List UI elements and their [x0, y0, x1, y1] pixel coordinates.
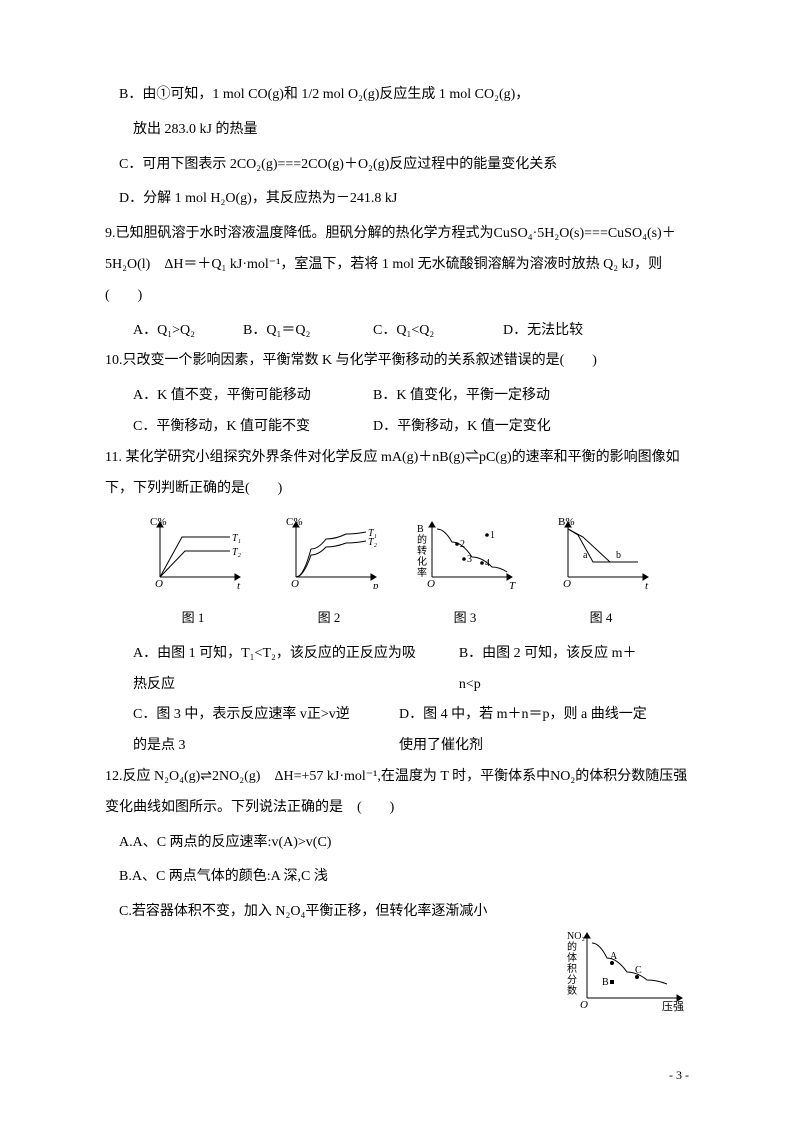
svg-text:O: O	[291, 578, 299, 589]
svg-text:化: 化	[417, 555, 427, 568]
svg-text:B: B	[602, 977, 609, 988]
q9-d: D．无法比较	[503, 316, 623, 347]
svg-text:p: p	[372, 580, 379, 589]
q9-a: A．Q₁>Q₂	[133, 316, 243, 347]
q10-c: C．平衡移动，K 值可能不变	[133, 412, 373, 443]
q11-a: A．由图 1 可知，T₁<T₂，该反应的正反应为吸热反应	[133, 639, 459, 701]
svg-text:t: t	[237, 580, 241, 589]
q11-fig4: O t B% a b	[546, 514, 656, 589]
svg-text:C: C	[635, 965, 642, 976]
svg-text:NO₂: NO₂	[567, 931, 585, 942]
answer-d: D．分解 1 mol H₂O(g)，其反应热为－241.8 kJ	[105, 184, 689, 215]
q11-fig2: O pC%T₁T₂	[274, 514, 384, 589]
q9-c: C．Q₁<Q₂	[373, 316, 503, 347]
q10-b: B．K 值变化，平衡一定移动	[373, 381, 590, 412]
svg-text:T₂: T₂	[368, 537, 378, 548]
svg-text:B: B	[417, 524, 424, 535]
svg-text:C%: C%	[150, 516, 167, 528]
svg-text:C%: C%	[286, 516, 303, 528]
svg-text:4: 4	[485, 558, 490, 569]
svg-text:O: O	[427, 578, 435, 589]
page-number: - 3 -	[669, 1068, 689, 1083]
q10-a: A．K 值不变，平衡可能移动	[133, 381, 373, 412]
q11-fig3-caption: 图 3	[410, 604, 520, 633]
svg-text:分: 分	[567, 974, 577, 986]
q9-stem: 9.已知胆矾溶于水时溶液温度降低。胆矾分解的热化学方程式为CuSO₄·5H₂O(…	[105, 219, 689, 311]
answer-b-line2: 放出 283.0 kJ 的热量	[105, 115, 689, 146]
svg-text:T₁: T₁	[232, 533, 241, 544]
svg-text:的: 的	[567, 940, 577, 953]
q10-d: D．平衡移动，K 值一定变化	[373, 412, 591, 443]
q12-figure: O 压强 NO₂的体积分数 A C B	[559, 918, 694, 1013]
svg-text:转: 转	[417, 544, 427, 557]
svg-text:体: 体	[567, 952, 577, 964]
q11-stem: 11. 某化学研究小组探究外界条件对化学反应 mA(g)＋nB(g)⇌pC(g)…	[105, 443, 689, 505]
svg-text:T₂: T₂	[232, 547, 242, 558]
svg-text:b: b	[616, 550, 621, 561]
q11-fig3: O T B的转化率 1 23 4	[410, 514, 520, 589]
svg-text:压强: 压强	[662, 1000, 684, 1013]
q11-d: D．图 4 中，若 m＋n＝p，则 a 曲线一定使用了催化剂	[399, 700, 689, 762]
q11-fig2-caption: 图 2	[274, 604, 384, 633]
svg-text:B%: B%	[558, 516, 575, 528]
svg-text:T: T	[509, 580, 516, 589]
svg-text:O: O	[155, 578, 163, 589]
answer-c: C．可用下图表示 2CO₂(g)===2CO(g)＋O₂(g)反应过程中的能量变…	[105, 150, 689, 181]
svg-text:积: 积	[567, 963, 577, 975]
answer-b-line1: B．由①可知，1 mol CO(g)和 1/2 mol O₂(g)反应生成 1 …	[105, 80, 689, 111]
q11-b: B．由图 2 可知，该反应 m＋n<p	[459, 639, 689, 701]
svg-text:3: 3	[467, 554, 472, 565]
svg-text:的: 的	[417, 533, 427, 546]
svg-text:O: O	[563, 578, 571, 589]
q11-fig4-caption: 图 4	[546, 604, 656, 633]
q12-b: B.A、C 两点气体的颜色:A 深,C 浅	[105, 862, 689, 893]
svg-text:2: 2	[460, 539, 465, 550]
q10-stem: 10.只改变一个影响因素，平衡常数 K 与化学平衡移动的关系叙述错误的是( )	[105, 346, 689, 377]
q11-fig1-caption: 图 1	[138, 604, 248, 633]
svg-text:A: A	[610, 951, 618, 962]
q12-stem: 12.反应 N₂O₄(g)⇌2NO₂(g) ΔH=+57 kJ·mol⁻¹,在温…	[105, 762, 689, 824]
svg-text:a: a	[583, 550, 588, 561]
q9-b: B．Q₁＝Q₂	[243, 316, 373, 347]
svg-text:O: O	[580, 999, 588, 1011]
svg-text:数: 数	[567, 984, 577, 997]
q11-fig1: O t C% T₁ T₂	[138, 514, 248, 589]
svg-text:t: t	[645, 580, 649, 589]
q11-c: C．图 3 中，表示反应速率 v正>v逆 的是点 3	[133, 700, 399, 762]
q12-a: A.A、C 两点的反应速率:v(A)>v(C)	[105, 828, 689, 859]
svg-text:率: 率	[417, 566, 427, 579]
svg-text:1: 1	[490, 530, 495, 541]
